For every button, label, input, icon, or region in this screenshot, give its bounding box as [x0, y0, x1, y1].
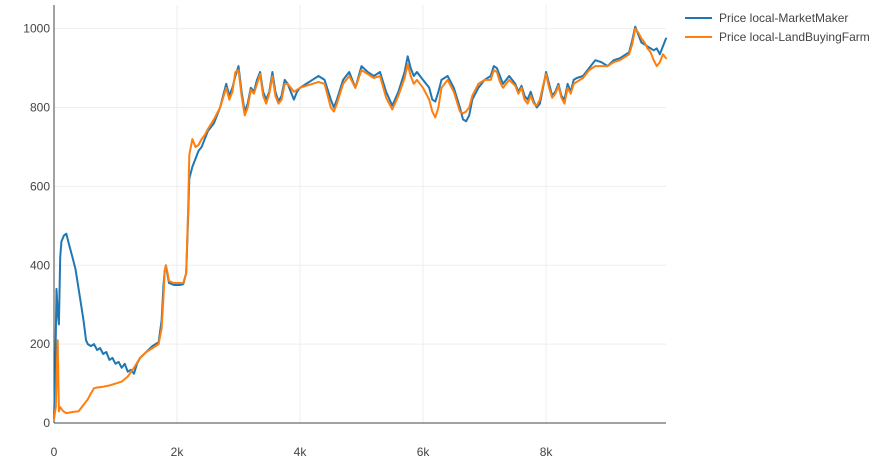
legend[interactable]: Price local-MarketMaker Price local-LandB… [685, 11, 870, 44]
y-tick-label: 600 [30, 179, 50, 193]
y-tick-label: 200 [30, 337, 50, 351]
x-tick-label: 2k [171, 445, 185, 459]
grid-layer [54, 5, 666, 423]
x-tick-label: 0 [51, 445, 58, 459]
y-tick-label: 800 [30, 101, 50, 115]
legend-item-2[interactable]: Price local-LandBuyingFarm [685, 30, 870, 44]
y-tick-label: 400 [30, 258, 50, 272]
series-line-1[interactable] [53, 25, 667, 421]
series-line-2[interactable] [53, 27, 667, 421]
x-tick-label: 6k [417, 445, 431, 459]
legend-label: Price local-MarketMaker [719, 11, 848, 25]
y-tick-label: 1000 [23, 22, 50, 36]
x-tick-label: 8k [540, 445, 554, 459]
x-tick-label: 4k [294, 445, 308, 459]
legend-label: Price local-LandBuyingFarm [719, 30, 870, 44]
axis-layer: 0 200 400 600 800 1000 0 2k 4k 6k 8k [23, 5, 666, 459]
legend-item-1[interactable]: Price local-MarketMaker [685, 11, 848, 25]
series-layer [53, 25, 667, 421]
y-tick-label: 0 [43, 416, 50, 430]
